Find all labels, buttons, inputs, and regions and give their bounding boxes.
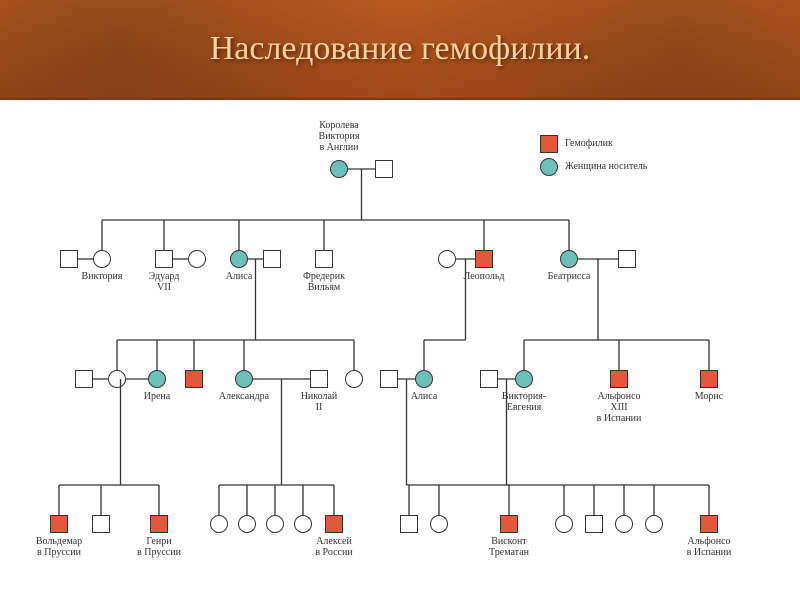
label-henry: Генрив Пруссии xyxy=(114,536,204,558)
person-nic_sis xyxy=(345,370,363,388)
label-alice2: Алиса xyxy=(379,391,469,402)
label-victoria_queen: КоролеваВикторияв Англии xyxy=(294,120,384,153)
label-frederik: ФредерикВильям xyxy=(279,271,369,293)
person-alexandra xyxy=(235,370,253,388)
label-alfonso2: Альфонсов Испании xyxy=(664,536,754,558)
person-olga xyxy=(210,515,228,533)
person-nicholas xyxy=(310,370,328,388)
legend-hemo-symbol xyxy=(540,135,558,153)
person-edward xyxy=(155,250,173,268)
person-tatiana xyxy=(238,515,256,533)
label-nicholas: НиколайII xyxy=(274,391,364,413)
person-alice2 xyxy=(415,370,433,388)
person-s1 xyxy=(555,515,573,533)
pedigree-chart: Гемофилик Женщина носитель КоролеваВикто… xyxy=(0,100,800,600)
person-beatrice_h xyxy=(618,250,636,268)
person-s4 xyxy=(645,515,663,533)
person-p2 xyxy=(92,515,110,533)
person-albert xyxy=(375,160,393,178)
person-irene_h xyxy=(75,370,93,388)
label-alice: Алиса xyxy=(194,271,284,282)
person-leopold_w xyxy=(438,250,456,268)
label-alexei: Алексейв России xyxy=(289,536,379,558)
person-alfonso2 xyxy=(700,515,718,533)
person-voldemar xyxy=(50,515,68,533)
legend-carrier-label: Женщина носитель xyxy=(565,161,647,172)
person-fred2 xyxy=(185,370,203,388)
person-s3 xyxy=(615,515,633,533)
label-voldemar: Вольдемарв Пруссии xyxy=(14,536,104,558)
person-leopold xyxy=(475,250,493,268)
person-victoria2 xyxy=(93,250,111,268)
person-victoria2_h xyxy=(60,250,78,268)
legend-carrier-symbol xyxy=(540,158,558,176)
label-leopold: Леопольд xyxy=(439,271,529,282)
person-s2 xyxy=(585,515,603,533)
person-moris xyxy=(700,370,718,388)
person-vic_eug xyxy=(515,370,533,388)
slide-header: Наследование гемофилии. xyxy=(0,0,800,100)
label-moris: Морис xyxy=(664,391,754,402)
person-alfonso13 xyxy=(610,370,628,388)
person-edward_w xyxy=(188,250,206,268)
label-alfonso13: АльфонсоXIIIв Испании xyxy=(574,391,664,424)
label-irene: Ирена xyxy=(112,391,202,402)
label-vic_eug: Виктория-Евгения xyxy=(479,391,569,413)
person-alice2_h xyxy=(380,370,398,388)
slide-title: Наследование гемофилии. xyxy=(210,30,591,68)
label-beatrice: Беатрисса xyxy=(524,271,614,282)
person-victoria_queen xyxy=(330,160,348,178)
person-viscont xyxy=(500,515,518,533)
person-irene_m1 xyxy=(108,370,126,388)
person-irene xyxy=(148,370,166,388)
person-a1 xyxy=(400,515,418,533)
person-alexei xyxy=(325,515,343,533)
person-maria xyxy=(266,515,284,533)
person-alice_h xyxy=(263,250,281,268)
label-viscont: ВисконтТрематан xyxy=(464,536,554,558)
person-alice xyxy=(230,250,248,268)
person-vic_eug_h xyxy=(480,370,498,388)
person-anast xyxy=(294,515,312,533)
person-beatrice xyxy=(560,250,578,268)
person-henry xyxy=(150,515,168,533)
person-frederik xyxy=(315,250,333,268)
legend-hemo-label: Гемофилик xyxy=(565,138,613,149)
person-a2 xyxy=(430,515,448,533)
